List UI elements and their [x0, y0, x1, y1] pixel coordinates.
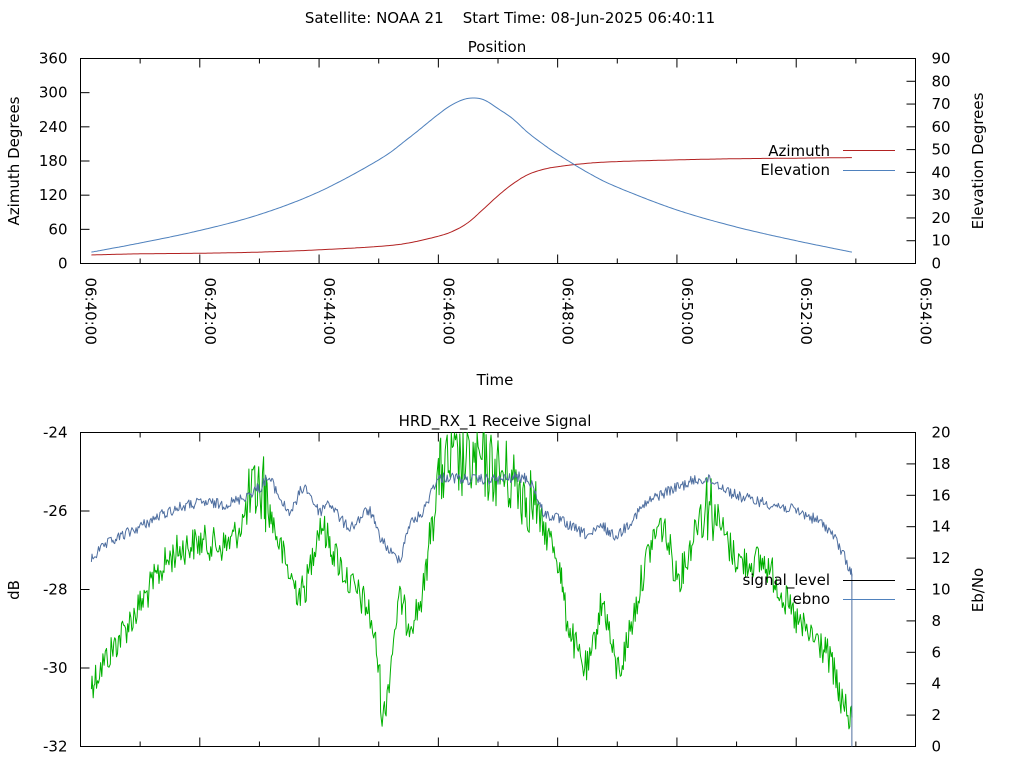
- y2-tick-label: 10: [932, 232, 951, 250]
- x-tick-label: 06:52:00: [797, 278, 815, 345]
- series-line-azimuth: [91, 157, 852, 256]
- y-tick-label: -30: [43, 659, 68, 677]
- signal-y2-tick-labels: 0 2 4 6 8 10 12 14 16 18 20: [932, 424, 951, 756]
- position-y-axis-label: Azimuth Degrees: [5, 96, 23, 225]
- position-chart: Position 0 60 120 180 240 300 360 0 10 20 30 40 50 6…: [5, 38, 987, 389]
- y2-tick-label: 8: [932, 612, 942, 630]
- legend-label-ebno: ebno: [793, 590, 830, 608]
- x-tick-label: 06:46:00: [439, 278, 457, 345]
- y-tick-label: -32: [43, 738, 68, 756]
- y2-tick-label: 20: [932, 424, 951, 442]
- x-tick-label: 06:42:00: [201, 278, 219, 345]
- y-tick-label: 360: [39, 50, 68, 68]
- x-tick-label: 06:48:00: [559, 278, 577, 345]
- y-tick-label: 300: [39, 84, 68, 102]
- legend-label-azimuth: Azimuth: [768, 142, 830, 160]
- y-tick-label: 0: [58, 255, 68, 273]
- y2-tick-label: 50: [932, 141, 951, 159]
- x-tick-label: 06:44:00: [320, 278, 338, 345]
- y-tick-label: 60: [48, 220, 67, 238]
- y2-tick-label: 30: [932, 186, 951, 204]
- x-tick-label: 06:50:00: [678, 278, 696, 345]
- y2-tick-label: 18: [932, 455, 951, 473]
- signal-y2-axis-label: Eb/No: [969, 568, 987, 612]
- x-tick-label: 06:40:00: [82, 278, 100, 345]
- signal-chart-title: HRD_RX_1 Receive Signal: [399, 412, 592, 431]
- signal-ticks: [80, 432, 916, 747]
- y2-tick-label: 12: [932, 549, 951, 567]
- position-y-tick-labels: 0 60 120 180 240 300 360: [39, 50, 68, 273]
- position-y2-tick-labels: 0 10 20 30 40 50 60 70 80 90: [932, 50, 951, 273]
- series-line-ebno: [90, 471, 853, 577]
- series-line-elevation: [91, 97, 852, 253]
- y2-tick-label: 80: [932, 72, 951, 90]
- position-series: [91, 97, 852, 256]
- y2-tick-label: 0: [932, 738, 942, 756]
- y-tick-label: -24: [43, 424, 68, 442]
- y-tick-label: -28: [43, 581, 68, 599]
- legend-label-signal-level: signal_level: [742, 571, 830, 590]
- y2-tick-label: 4: [932, 675, 942, 693]
- y2-tick-label: 60: [932, 118, 951, 136]
- signal-plot-frame: [80, 432, 916, 747]
- signal-chart: HRD_RX_1 Receive Signal -32-30-28-26-24 …: [5, 412, 987, 756]
- y-tick-label: 240: [39, 118, 68, 136]
- signal-legend: signal_level ebno: [742, 571, 895, 608]
- legend-label-elevation: Elevation: [760, 161, 830, 179]
- y2-tick-label: 90: [932, 50, 951, 68]
- y2-tick-label: 14: [932, 518, 951, 536]
- y2-tick-label: 2: [932, 706, 942, 724]
- y2-tick-label: 40: [932, 163, 951, 181]
- signal-series: [90, 432, 853, 747]
- y2-tick-label: 6: [932, 643, 942, 661]
- y2-tick-label: 16: [932, 486, 951, 504]
- x-tick-label: 06:54:00: [917, 278, 935, 345]
- y-tick-label: -26: [43, 502, 68, 520]
- position-x-axis-label: Time: [476, 371, 514, 389]
- y-tick-label: 180: [39, 152, 68, 170]
- signal-y-axis-label: dB: [5, 580, 23, 600]
- y2-tick-label: 0: [932, 255, 942, 273]
- position-legend: Azimuth Elevation: [760, 142, 895, 179]
- y2-tick-label: 70: [932, 95, 951, 113]
- y2-tick-label: 10: [932, 581, 951, 599]
- signal-y-tick-labels: -32 -30 -28 -26 -24: [43, 424, 68, 756]
- position-y2-axis-label: Elevation Degrees: [969, 92, 987, 229]
- y-tick-label: 120: [39, 186, 68, 204]
- position-ticks: [80, 58, 916, 264]
- position-chart-title: Position: [468, 38, 526, 56]
- figure-header: Satellite: NOAA 21 Start Time: 08-Jun-20…: [305, 9, 715, 27]
- position-x-tick-labels: 06:40:00 06:42:00 06:44:00 06:46:00 06:48:00…: [82, 278, 935, 345]
- series-line-signal-level: [90, 432, 853, 730]
- y2-tick-label: 20: [932, 209, 951, 227]
